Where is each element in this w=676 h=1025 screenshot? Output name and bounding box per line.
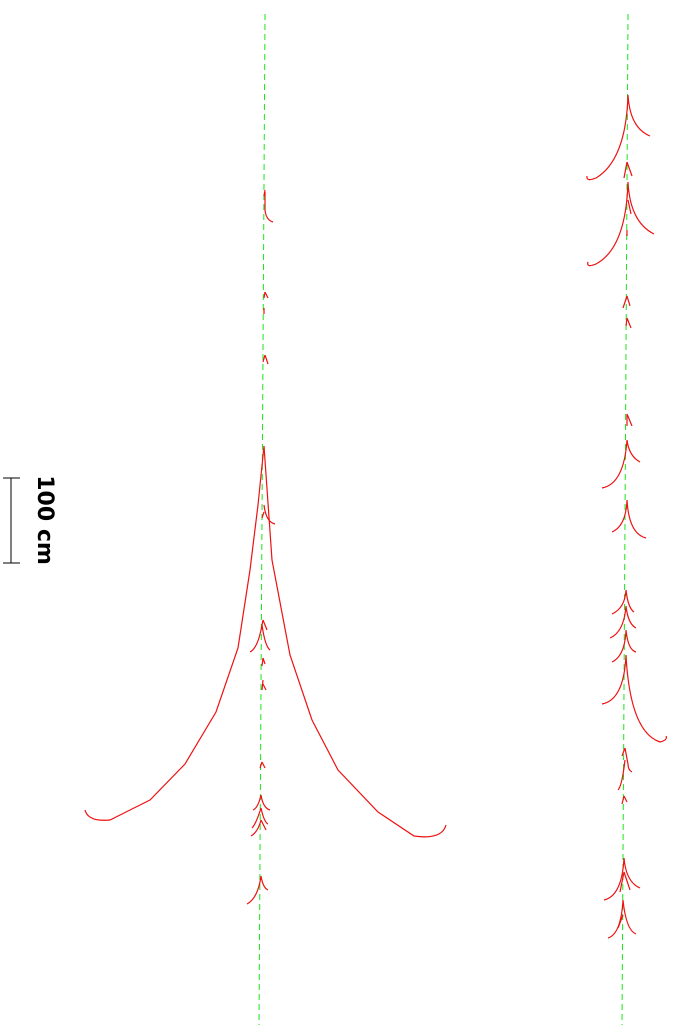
right-main-axis [621, 13, 629, 1025]
right-branch-8 [601, 439, 641, 489]
right-branch-12 [617, 747, 633, 791]
right-branch-2 [623, 161, 633, 179]
left-large-branch-left [84, 445, 265, 821]
right-branch-15 [607, 899, 637, 939]
left-plant [84, 13, 447, 1025]
left-twig-5 [261, 504, 276, 525]
left-twig-6 [249, 619, 271, 653]
left-twig-7 [261, 657, 266, 667]
right-branch-13 [621, 795, 628, 805]
right-branch-1 [586, 94, 651, 181]
left-twig-11 [246, 875, 269, 905]
scale-bar: 100 cm [3, 475, 57, 565]
left-twig-1 [263, 189, 274, 223]
left-twig-2 [263, 291, 269, 299]
right-branch-6 [625, 317, 632, 329]
scale-bar-label: 100 cm [32, 475, 57, 565]
right-branch-14 [603, 857, 641, 901]
left-main-axis [258, 13, 266, 1025]
right-branch-5 [622, 295, 631, 309]
right-branch-11 [601, 654, 667, 743]
right-branch-9 [611, 499, 647, 539]
right-plant [586, 13, 667, 1025]
left-twig-4 [262, 354, 269, 365]
left-twig-10 [250, 794, 271, 837]
left-twig-9 [259, 761, 266, 769]
right-branch-10 [609, 589, 637, 663]
right-branch-3 [587, 181, 655, 267]
right-branch-7 [626, 413, 633, 427]
left-twig-8 [261, 679, 267, 691]
left-large-branch-right [263, 445, 447, 838]
